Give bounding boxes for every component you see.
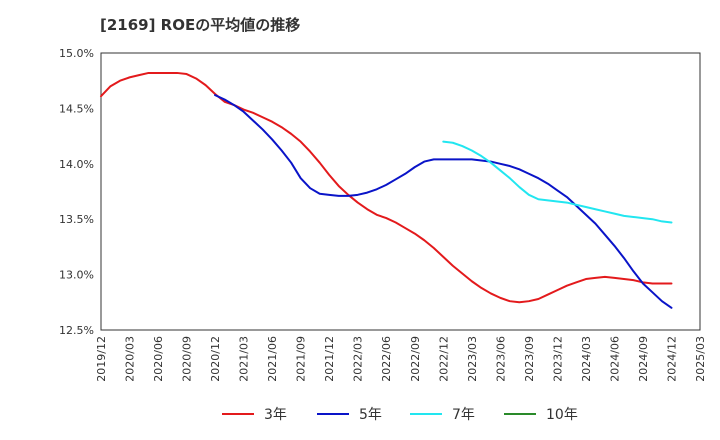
legend-label-3年: 3年 — [264, 407, 287, 423]
x-tick-label: 2020/06 — [152, 336, 165, 382]
y-tick-label: 12.5% — [59, 324, 94, 337]
series-line-3年 — [100, 71, 673, 304]
x-tick-label: 2020/03 — [124, 336, 137, 382]
series-line-5年 — [214, 94, 673, 309]
x-tick-label: 2023/12 — [551, 336, 564, 382]
x-tick-label: 2021/03 — [238, 336, 251, 382]
x-tick-label: 2024/09 — [637, 336, 650, 382]
x-tick-label: 2024/12 — [665, 336, 678, 382]
y-tick-label: 15.0% — [59, 47, 94, 60]
plot-frame — [100, 52, 701, 331]
chart-title: [2169] ROEの平均値の推移 — [100, 16, 300, 34]
y-tick-label: 14.0% — [59, 158, 94, 171]
legend: 3年 5年 7年 10年 — [222, 407, 578, 423]
x-tick-label: 2023/03 — [466, 336, 479, 382]
x-tick-label: 2021/09 — [295, 336, 308, 382]
x-tick-label: 2021/12 — [323, 336, 336, 382]
x-tick-label: 2022/12 — [437, 336, 450, 382]
x-tick-label: 2022/06 — [380, 336, 393, 382]
x-tick-label: 2024/06 — [608, 336, 621, 382]
axes: 12.5% 13.0% 13.5% 14.0% 14.5% 15.0% 2019/12 202… — [59, 47, 707, 382]
series-line-7年 — [442, 140, 673, 224]
x-tick-label: 2023/06 — [494, 336, 507, 382]
x-tick-label: 2019/12 — [95, 336, 108, 382]
x-tick-label: 2025/03 — [694, 336, 707, 382]
y-tick-label: 13.5% — [59, 213, 94, 226]
x-tick-label: 2022/09 — [409, 336, 422, 382]
x-tick-label: 2024/03 — [580, 336, 593, 382]
x-tick-label: 2021/06 — [266, 336, 279, 382]
x-tick-label: 2020/09 — [181, 336, 194, 382]
legend-label-5年: 5年 — [359, 407, 382, 423]
series-lines — [100, 71, 673, 309]
legend-label-10年: 10年 — [546, 407, 578, 423]
x-tick-label: 2022/03 — [352, 336, 365, 382]
x-tick-label: 2020/12 — [209, 336, 222, 382]
y-tick-label: 14.5% — [59, 102, 94, 115]
legend-label-7年: 7年 — [452, 407, 475, 423]
y-tick-label: 13.0% — [59, 269, 94, 282]
x-tick-label: 2023/09 — [523, 336, 536, 382]
